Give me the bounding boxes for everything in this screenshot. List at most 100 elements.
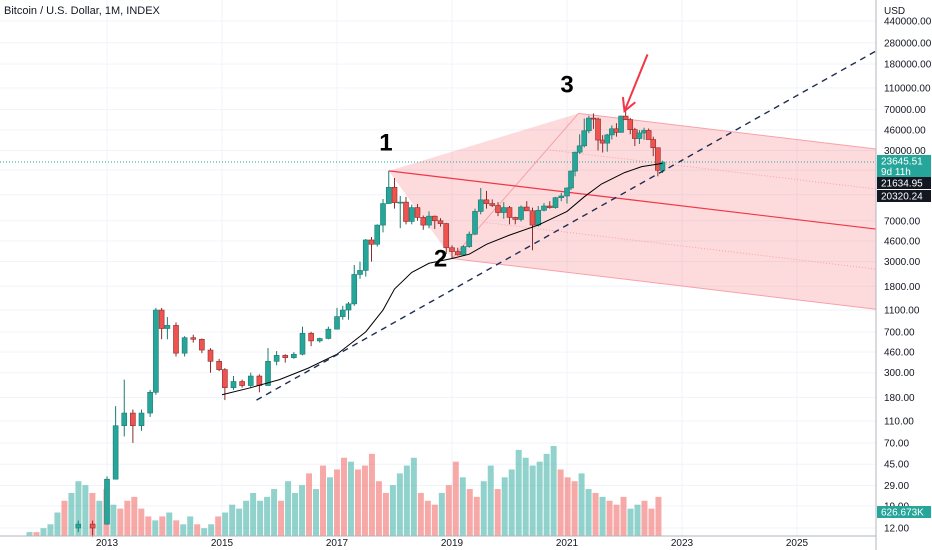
y-tick-label: 700.00	[884, 327, 915, 338]
candle-body	[75, 523, 82, 529]
price-tag-countdown: 9d 11h	[881, 167, 911, 178]
candle-body	[483, 199, 490, 204]
volume-bar	[222, 512, 229, 536]
y-tick-label: 300.00	[884, 368, 915, 379]
candle-body	[552, 197, 559, 208]
x-tick-label: 2019	[441, 538, 464, 549]
volume-bar	[494, 489, 501, 536]
volume-bar	[40, 528, 47, 536]
candle-body	[472, 211, 478, 235]
candle-body	[489, 203, 496, 206]
candle-body	[564, 187, 570, 197]
volume-bar	[327, 477, 333, 536]
candle-body	[153, 309, 159, 393]
y-tick-label: 30000.00	[884, 146, 926, 157]
candle-body	[495, 205, 501, 213]
volume-bar	[264, 496, 271, 536]
candle-body	[477, 199, 484, 212]
volume-bar	[187, 516, 194, 536]
volume-bar	[89, 492, 96, 536]
candle-body	[380, 203, 386, 226]
volume-bar	[396, 473, 403, 536]
volume-bar	[557, 469, 564, 536]
candle-body	[408, 207, 415, 222]
candle-body	[437, 220, 444, 224]
volume-bar	[47, 524, 54, 536]
volume-bar	[459, 477, 466, 536]
candle-body	[568, 170, 574, 189]
volume-bar	[82, 485, 89, 536]
volume-bar	[438, 492, 445, 536]
candle-body	[572, 151, 578, 172]
price-tag	[877, 190, 931, 202]
volume-bar	[571, 481, 578, 536]
candle-body	[385, 187, 392, 204]
candle-body	[541, 205, 547, 211]
candle-body	[239, 381, 245, 386]
candle-body	[518, 206, 524, 220]
y-tick-label: 46000.00	[884, 125, 926, 136]
volume-bar	[194, 524, 201, 536]
candle-body	[609, 128, 615, 136]
candle-body	[181, 337, 188, 354]
candle-body	[147, 391, 153, 414]
volume-bar	[452, 461, 459, 536]
volume-bar	[152, 520, 159, 536]
volume-bar	[529, 465, 536, 536]
y-tick-label: 180.00	[884, 393, 915, 404]
volume-bar	[620, 496, 627, 536]
candle-body	[291, 353, 297, 358]
volume-bar	[368, 453, 375, 536]
volume-bar	[536, 461, 543, 536]
candle-body	[138, 412, 145, 427]
candle-body	[112, 425, 119, 480]
y-tick-label: 440000.00	[884, 17, 932, 28]
candle-body	[256, 375, 263, 386]
candle-body	[334, 316, 340, 330]
y-tick-label: 70000.00	[884, 105, 926, 116]
volume-bar	[61, 500, 68, 536]
candle-body	[443, 223, 450, 249]
volume-bar	[201, 528, 208, 536]
candle-body	[190, 337, 197, 340]
volume-bar	[243, 500, 250, 536]
candle-body	[506, 207, 513, 218]
x-tick-label: 2013	[96, 538, 119, 549]
candle-body	[426, 215, 432, 226]
volume-bar	[403, 465, 410, 536]
volume-bar	[585, 489, 592, 536]
volume-bar	[480, 481, 487, 536]
candle-body	[650, 139, 657, 149]
y-tick-label: 4600.00	[884, 237, 921, 248]
candle-body	[586, 117, 592, 132]
candle-body	[604, 134, 611, 144]
candle-body	[636, 132, 643, 139]
volume-bar	[292, 492, 299, 536]
volume-bar	[285, 481, 292, 536]
volume-bars	[26, 446, 662, 536]
candle-body	[216, 361, 222, 370]
volume-bar	[354, 469, 361, 536]
candle-body	[595, 118, 601, 141]
candle-body	[207, 349, 214, 362]
candle-body	[247, 375, 254, 386]
candle-body	[403, 201, 409, 222]
candle-body	[316, 338, 323, 342]
volume-bar	[138, 508, 145, 536]
candle-body	[599, 139, 606, 144]
candle-body	[397, 201, 404, 204]
candle-body	[460, 246, 467, 256]
wave-label-2: 2	[434, 246, 447, 273]
price-tag-label: 20320.24	[881, 192, 923, 203]
y-tick-label: 3000.00	[884, 257, 921, 268]
volume-bar	[627, 508, 634, 536]
pitchfork-lower-line	[451, 258, 877, 310]
candle-body	[104, 478, 110, 525]
candle-body	[655, 147, 661, 171]
volume-bar	[306, 473, 313, 536]
volume-bar	[389, 485, 396, 536]
volume-bar	[166, 512, 173, 536]
